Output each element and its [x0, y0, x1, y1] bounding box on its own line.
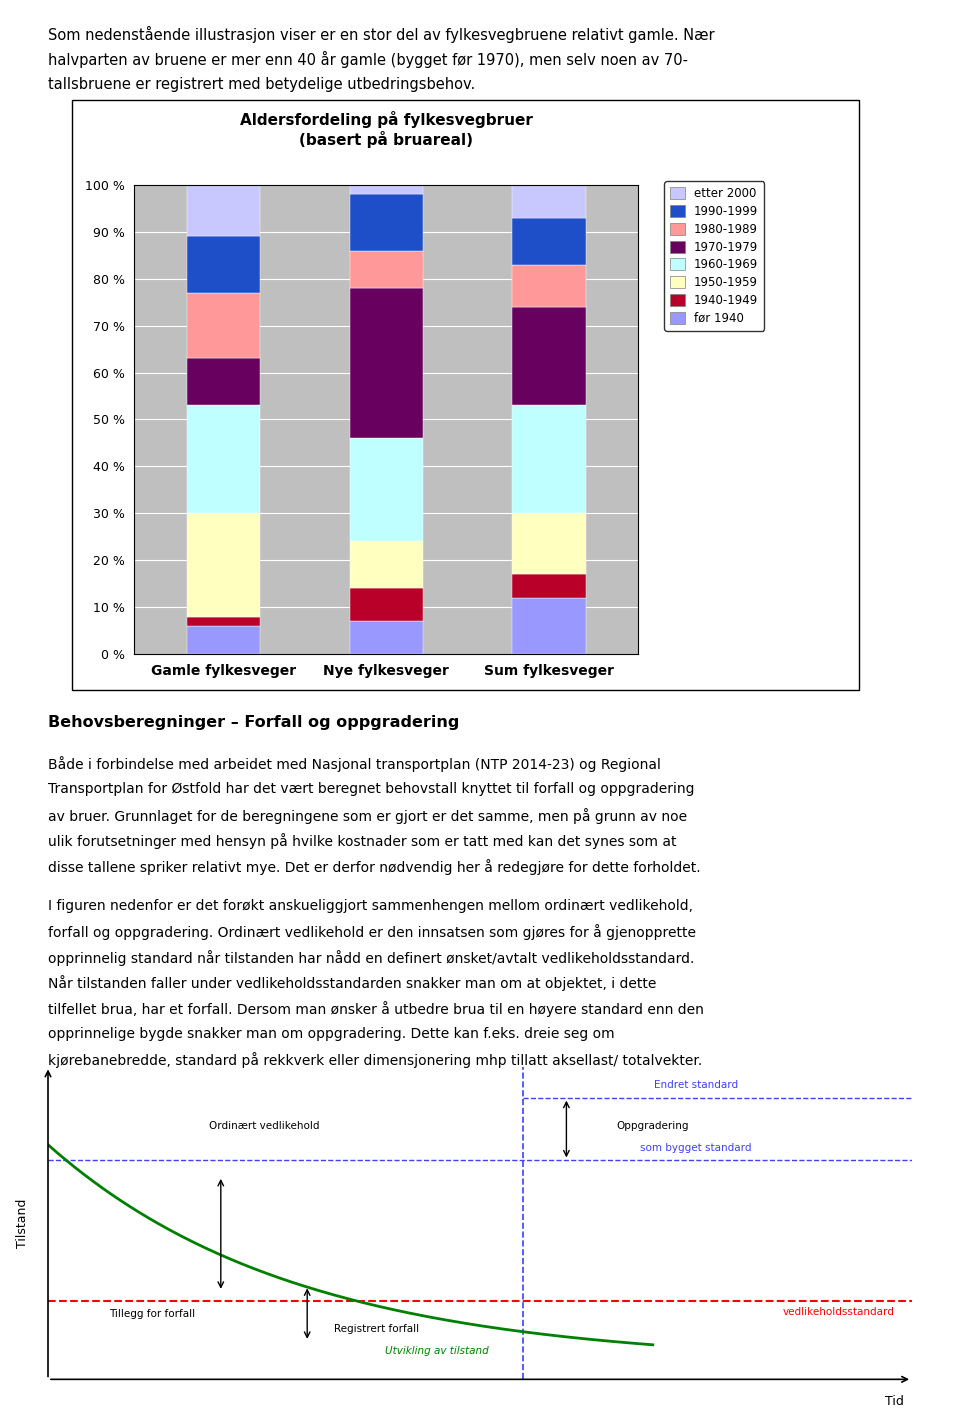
Text: av bruer. Grunnlaget for de beregningene som er gjort er det samme, men på grunn: av bruer. Grunnlaget for de beregningene…: [48, 808, 687, 823]
Text: vedlikeholdsstandard: vedlikeholdsstandard: [782, 1307, 895, 1317]
Text: kjørebanebredde, standard på rekkverk eller dimensjonering mhp tillatt aksellast: kjørebanebredde, standard på rekkverk el…: [48, 1052, 703, 1068]
Bar: [187, 626, 260, 654]
Text: ulik forutsetninger med hensyn på hvilke kostnader som er tatt med kan det synes: ulik forutsetninger med hensyn på hvilke…: [48, 833, 677, 849]
Text: tilfellet brua, har et forfall. Dersom man ønsker å utbedre brua til en høyere s: tilfellet brua, har et forfall. Dersom m…: [48, 1001, 704, 1017]
Text: Tillegg for forfall: Tillegg for forfall: [108, 1308, 195, 1318]
Text: Aldersfordeling på fylkesvegbruer
(basert på bruareal): Aldersfordeling på fylkesvegbruer (baser…: [240, 111, 533, 148]
Text: Tid: Tid: [885, 1395, 904, 1408]
Bar: [513, 405, 586, 513]
Bar: [187, 358, 260, 405]
Bar: [187, 405, 260, 513]
Text: Oppgradering: Oppgradering: [616, 1121, 689, 1130]
Text: disse tallene spriker relativt mye. Det er derfor nødvendig her å redegjøre for : disse tallene spriker relativt mye. Det …: [48, 859, 701, 875]
Bar: [513, 218, 586, 264]
Text: Tilstand: Tilstand: [15, 1199, 29, 1247]
Text: Når tilstanden faller under vedlikeholdsstandarden snakker man om at objektet, i: Når tilstanden faller under vedlikeholds…: [48, 975, 657, 991]
Text: Registrert forfall: Registrert forfall: [334, 1324, 419, 1334]
Text: halvparten av bruene er mer enn 40 år gamle (bygget før 1970), men selv noen av : halvparten av bruene er mer enn 40 år ga…: [48, 51, 688, 68]
Text: opprinnelige bygde snakker man om oppgradering. Dette kan f.eks. dreie seg om: opprinnelige bygde snakker man om oppgra…: [48, 1027, 614, 1041]
Bar: [187, 513, 260, 617]
Text: Endret standard: Endret standard: [654, 1081, 738, 1091]
Bar: [187, 236, 260, 293]
Bar: [349, 438, 423, 542]
Bar: [513, 264, 586, 307]
Text: Som nedenstående illustrasjon viser er en stor del av fylkesvegbruene relativt g: Som nedenstående illustrasjon viser er e…: [48, 26, 714, 43]
Text: Behovsberegninger – Forfall og oppgradering: Behovsberegninger – Forfall og oppgrader…: [48, 715, 460, 731]
Text: forfall og oppgradering. Ordinært vedlikehold er den innsatsen som gjøres for å : forfall og oppgradering. Ordinært vedlik…: [48, 924, 696, 940]
Text: I figuren nedenfor er det forøkt anskueliggjort sammenhengen mellom ordinært ved: I figuren nedenfor er det forøkt anskuel…: [48, 899, 693, 913]
Text: som bygget standard: som bygget standard: [640, 1143, 752, 1153]
Bar: [349, 589, 423, 621]
Bar: [513, 574, 586, 597]
Bar: [187, 617, 260, 626]
Text: Transportplan for Østfold har det vært beregnet behovstall knyttet til forfall o: Transportplan for Østfold har det vært b…: [48, 782, 694, 796]
Text: Ordinært vedlikehold: Ordinært vedlikehold: [208, 1121, 320, 1130]
Bar: [349, 250, 423, 289]
Text: opprinnelig standard når tilstanden har nådd en definert ønsket/avtalt vedlikeho: opprinnelig standard når tilstanden har …: [48, 950, 694, 966]
Bar: [187, 185, 260, 236]
Bar: [513, 513, 586, 574]
Text: tallsbruene er registrert med betydelige utbedringsbehov.: tallsbruene er registrert med betydelige…: [48, 77, 475, 92]
Bar: [513, 307, 586, 405]
Bar: [513, 185, 586, 218]
Bar: [349, 185, 423, 195]
Legend: etter 2000, 1990-1999, 1980-1989, 1970-1979, 1960-1969, 1950-1959, 1940-1949, fø: etter 2000, 1990-1999, 1980-1989, 1970-1…: [664, 182, 764, 330]
Bar: [349, 542, 423, 589]
Bar: [349, 289, 423, 438]
Bar: [187, 293, 260, 358]
Text: Både i forbindelse med arbeidet med Nasjonal transportplan (NTP 2014-23) og Regi: Både i forbindelse med arbeidet med Nasj…: [48, 757, 660, 772]
Bar: [513, 597, 586, 654]
Text: Utvikling av tilstand: Utvikling av tilstand: [385, 1347, 489, 1357]
Bar: [349, 621, 423, 654]
Bar: [349, 195, 423, 250]
